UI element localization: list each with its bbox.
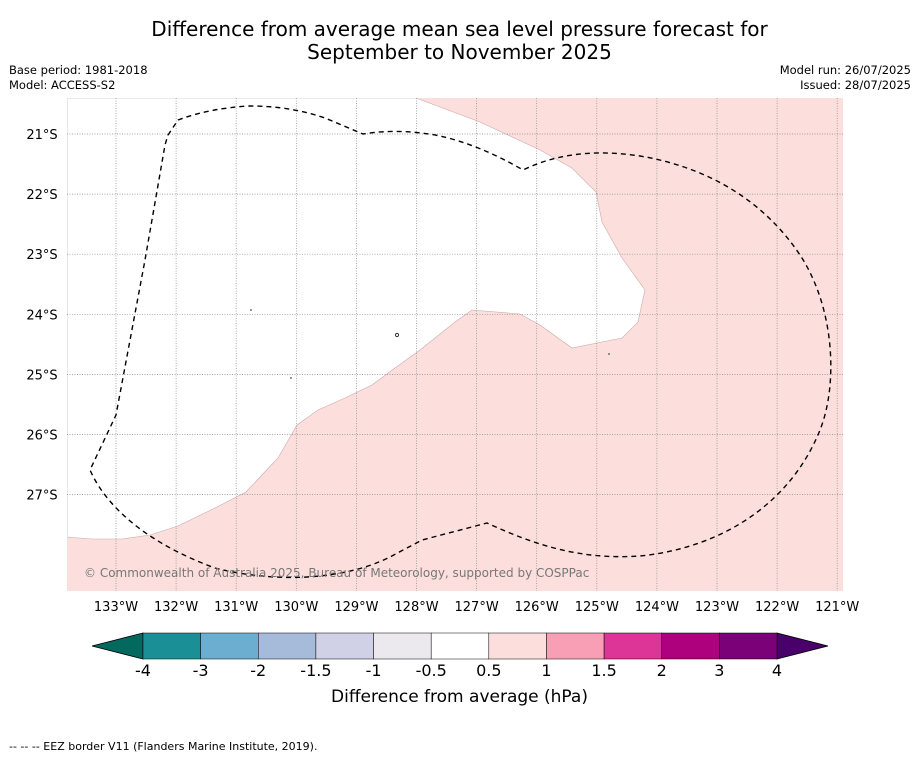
lat-label: 27°S [26,489,57,504]
colorbar-segment [603,632,662,660]
lon-label: 124°W [635,600,679,615]
lat-label: 25°S [26,368,57,383]
issued-date: Issued: 28/07/2025 [800,78,911,92]
eez-border-line [89,105,832,579]
colorbar-segment [546,632,605,660]
colorbar-segment [719,632,778,660]
title-line-2: September to November 2025 [307,40,612,64]
lon-label: 123°W [695,600,739,615]
longitude-labels: 133°W 132°W 131°W 130°W 129°W 128°W 127°W 126°W… [94,600,860,615]
lon-label: 121°W [815,600,859,615]
colorbar-label: Difference from average (hPa) [331,687,588,707]
colorbar-tick-label: 3 [714,661,724,680]
colorbar-tick-label: -2 [250,661,266,680]
lon-label: 128°W [394,600,438,615]
colorbar-tick-label: 1.5 [591,661,616,680]
colorbar-tick-label: 1 [541,661,551,680]
copyright-text: © Commonwealth of Australia 2025, Bureau… [84,566,589,580]
colorbar-segment [661,632,720,660]
colorbar-segment [200,632,259,660]
lat-label: 24°S [26,308,57,323]
latitude-labels: 21°S 22°S 23°S 24°S 25°S 26°S 27°S [26,128,57,504]
meta-right: Model run: 26/07/2025 Issued: 28/07/2025 [780,63,911,93]
lon-label: 125°W [575,600,619,615]
colorbar: -4 -3 -2 -1.5 -1 -0.5 0.5 1 1.5 2 3 4 [91,632,829,680]
island-markers [250,309,610,379]
lat-label: 21°S [26,128,57,143]
colorbar-segment [258,632,317,660]
lon-label: 129°W [334,600,378,615]
lon-label: 126°W [515,600,559,615]
lat-label: 22°S [26,188,57,203]
colorbar-segment [373,632,432,660]
colorbar-segment [488,632,547,660]
lon-label: 130°W [274,600,318,615]
chart-title: Difference from average mean sea level p… [0,18,919,64]
lon-label: 127°W [455,600,499,615]
meta-left: Base period: 1981-2018 Model: ACCESS-S2 [9,63,148,93]
base-period: Base period: 1981-2018 [9,63,148,77]
colorbar-segment [430,632,490,660]
colorbar-tick-label: 4 [772,661,782,680]
eez-legend-note: -- -- -- EEZ border V11 (Flanders Marine… [9,740,318,753]
colorbar-tick-label: 0.5 [476,661,501,680]
lon-label: 133°W [94,600,138,615]
colorbar-tick-label: -1.5 [300,661,331,680]
colorbar-tick-label: -1 [366,661,382,680]
title-line-1: Difference from average mean sea level p… [151,17,768,41]
lat-label: 23°S [26,248,57,263]
lat-label: 26°S [26,429,57,444]
colorbar-segment [315,632,374,660]
colorbar-tick-label: -3 [193,661,209,680]
land-region [67,98,646,540]
colorbar-over-arrow [776,632,829,660]
colorbar-under-arrow [91,632,144,660]
colorbar-segment [142,632,201,660]
colorbar-tick-label: 2 [657,661,667,680]
lon-label: 132°W [154,600,198,615]
lon-label: 122°W [755,600,799,615]
colorbar-tick-label: -0.5 [416,661,447,680]
colorbar-tick-label: -4 [135,661,151,680]
model-run: Model run: 26/07/2025 [779,63,911,77]
model-name: Model: ACCESS-S2 [9,78,116,92]
lon-label: 131°W [214,600,258,615]
gridlines [67,98,843,591]
